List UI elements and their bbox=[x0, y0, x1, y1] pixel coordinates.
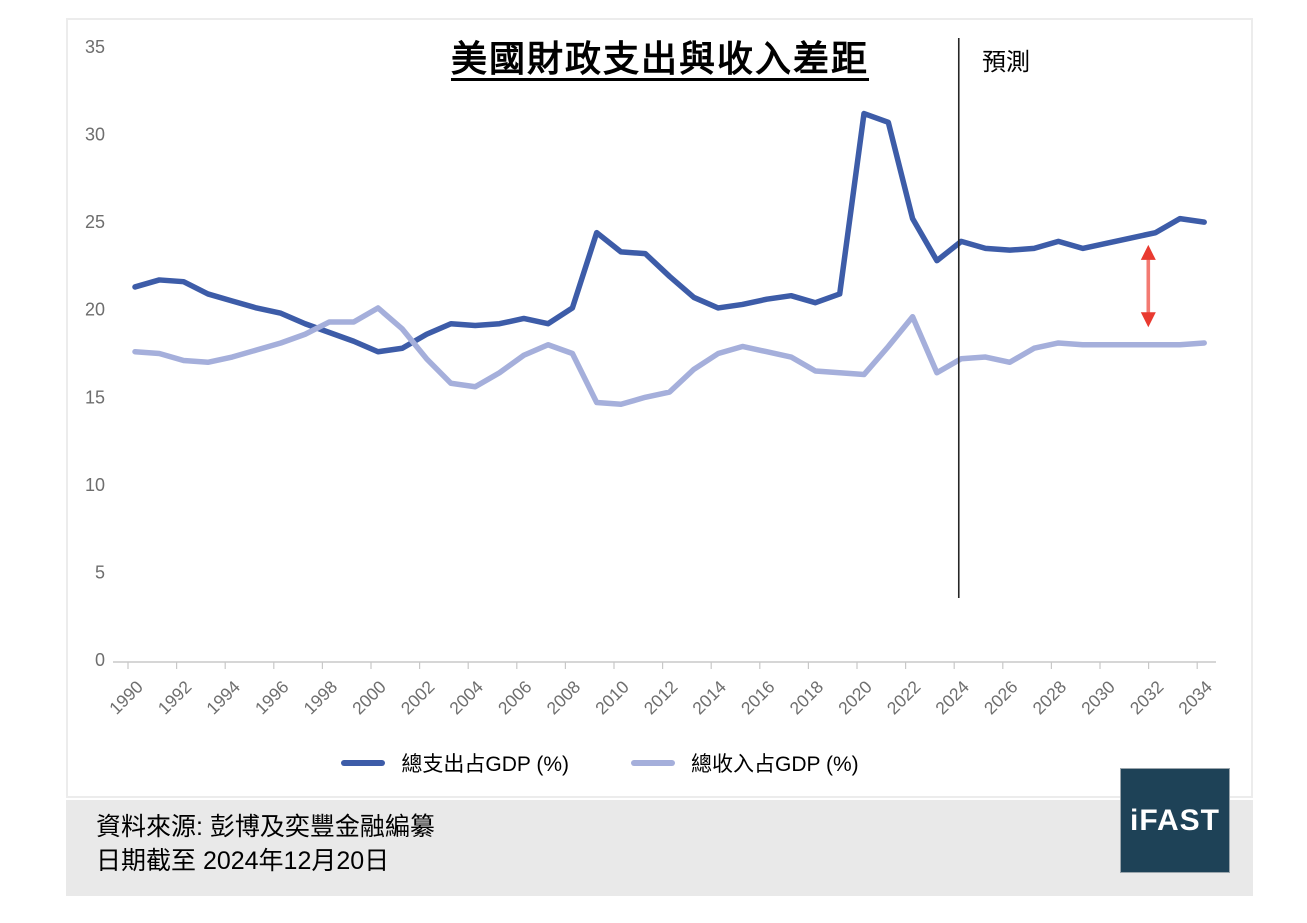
y-tick-label: 5 bbox=[95, 562, 105, 582]
x-tick-label: 2012 bbox=[640, 677, 682, 719]
legend-item-revenue: 總收入占GDP (%) bbox=[631, 748, 859, 778]
y-tick-label: 20 bbox=[85, 300, 105, 320]
x-tick-label: 2020 bbox=[834, 677, 876, 719]
x-tick-label: 2016 bbox=[737, 677, 779, 719]
y-tick-label: 25 bbox=[85, 212, 105, 232]
date-line: 日期截至 2024年12月20日 bbox=[96, 847, 390, 875]
legend-label-revenue: 總收入占GDP (%) bbox=[691, 753, 859, 776]
x-tick-label: 2018 bbox=[786, 677, 828, 719]
revenue-line-swatch bbox=[631, 760, 675, 766]
x-tick-label: 2022 bbox=[883, 677, 925, 719]
x-tick-label: 2028 bbox=[1029, 677, 1071, 719]
legend-item-expenditure: 總支出占GDP (%) bbox=[341, 748, 569, 778]
x-tick-label: 2030 bbox=[1077, 677, 1119, 719]
x-tick-label: 2000 bbox=[348, 677, 390, 719]
x-tick-label: 1994 bbox=[202, 677, 244, 719]
expenditure-line bbox=[132, 110, 1207, 355]
chart-title: 美國財政支出與收入差距 bbox=[450, 38, 869, 79]
ifast-logo-text: iFAST bbox=[1129, 803, 1220, 837]
source-footer: 資料來源: 彭博及奕豐金融編纂 日期截至 2024年12月20日 bbox=[66, 800, 1253, 896]
ifast-logo: iFAST bbox=[1120, 768, 1230, 873]
x-tick-label: 2006 bbox=[494, 677, 536, 719]
x-tick-label: 1990 bbox=[105, 677, 147, 719]
expenditure-line-swatch bbox=[341, 760, 386, 766]
y-tick-label: 0 bbox=[95, 650, 105, 670]
gap-arrow-head-up bbox=[1140, 244, 1156, 260]
forecast-label: 預測 bbox=[982, 49, 1030, 76]
x-tick-label: 2024 bbox=[931, 677, 973, 719]
source-line: 資料來源: 彭博及奕豐金融編纂 bbox=[96, 813, 435, 841]
x-tick-label: 2034 bbox=[1174, 677, 1216, 719]
x-tick-label: 2014 bbox=[688, 677, 730, 719]
y-tick-label: 10 bbox=[85, 475, 105, 495]
x-tick-label: 2008 bbox=[543, 677, 585, 719]
x-tick-label: 2004 bbox=[445, 677, 487, 719]
x-tick-label: 2026 bbox=[980, 677, 1022, 719]
x-tick-label: 1996 bbox=[251, 677, 293, 719]
legend: 總支出占GDP (%) 總收入占GDP (%) bbox=[0, 748, 1200, 778]
x-tick-label: 1998 bbox=[300, 677, 342, 719]
y-tick-label: 30 bbox=[85, 125, 105, 145]
x-tick-label: 2002 bbox=[397, 677, 439, 719]
chart-frame bbox=[66, 18, 1253, 798]
gap-arrow-head-down bbox=[1140, 312, 1156, 328]
x-tick-label: 2010 bbox=[591, 677, 633, 719]
y-tick-label: 35 bbox=[85, 37, 105, 57]
revenue-line bbox=[132, 305, 1207, 408]
legend-label-expenditure: 總支出占GDP (%) bbox=[401, 753, 569, 776]
x-tick-label: 1992 bbox=[154, 677, 196, 719]
y-tick-label: 15 bbox=[85, 387, 105, 407]
x-tick-label: 2032 bbox=[1126, 677, 1168, 719]
